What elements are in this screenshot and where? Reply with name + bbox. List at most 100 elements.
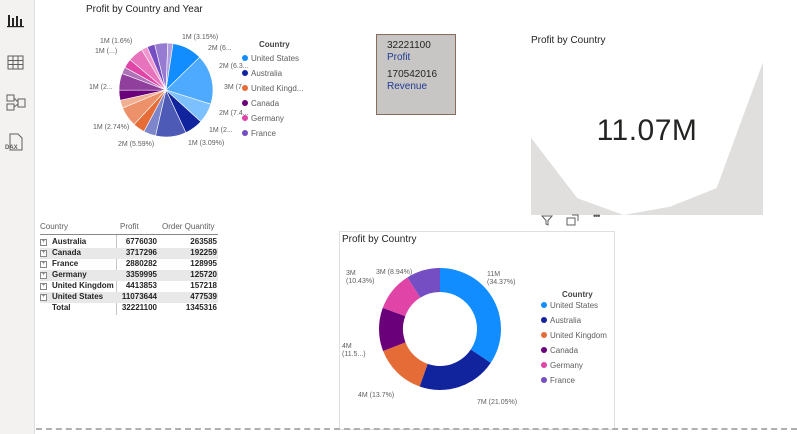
donut-slice[interactable]: [382, 277, 421, 317]
kpi-visual[interactable]: Profit by Country 11.07M: [531, 32, 763, 215]
card-revenue-label: Revenue: [387, 81, 428, 92]
legend-label: Canada: [550, 346, 579, 355]
donut-legend-item[interactable]: Canada: [541, 346, 578, 355]
table-header-country: Country: [40, 222, 69, 231]
donut-legend-item[interactable]: Australia: [541, 316, 581, 325]
table-total-row: Total 32221100 1345316: [40, 303, 218, 314]
legend-label: France: [550, 376, 575, 385]
donut-chart-visual[interactable]: Profit by Country 11M (34.37%) 7M (21.05%)…: [339, 231, 615, 430]
model-icon[interactable]: [5, 92, 27, 114]
donut-label-percent: (34.37%): [487, 279, 516, 286]
table-header-divider: [40, 234, 218, 235]
pie-data-label: 1M (2...: [209, 127, 233, 134]
legend-dot-icon: [541, 376, 547, 383]
table-row[interactable]: + Australia 6776030 263585: [40, 237, 218, 248]
country-cell: Canada: [52, 248, 81, 257]
expand-icon[interactable]: +: [40, 283, 47, 290]
profit-cell: 11073644: [121, 292, 157, 301]
total-label: Total: [52, 303, 71, 312]
donut-chart[interactable]: [340, 250, 540, 430]
donut-data-label: 11M (34.37%): [487, 271, 515, 287]
pie-slice[interactable]: [165, 42, 174, 91]
pie-data-label: 1M (2.74%): [93, 124, 130, 131]
legend-label: United Kingdom: [550, 331, 607, 340]
page-bottom-border: [36, 428, 797, 430]
legend-dot-icon: [242, 114, 248, 121]
legend-label: United Kingd...: [251, 84, 304, 93]
pie-chart-title: Profit by Country and Year: [86, 4, 203, 15]
legend-label: Germany: [550, 361, 583, 370]
filter-icon[interactable]: [540, 214, 554, 229]
expand-icon[interactable]: +: [40, 261, 47, 268]
legend-label: Australia: [550, 316, 582, 325]
expand-icon[interactable]: +: [40, 294, 47, 301]
table-row[interactable]: + United Kingdom 4413853 157218: [40, 281, 218, 292]
more-options-button[interactable]: •••: [593, 211, 601, 221]
profit-cell: 3359995: [125, 270, 157, 279]
legend-dot-icon: [541, 361, 547, 368]
order-quantity-cell: 128995: [190, 259, 217, 268]
table-row[interactable]: + United States 11073644 477539: [40, 292, 218, 303]
kpi-trend-area: [531, 62, 763, 215]
donut-slice[interactable]: [440, 268, 501, 363]
table-row[interactable]: + France 2880282 128995: [40, 259, 218, 270]
pie-data-label: 1M (1.6%): [100, 38, 133, 45]
order-quantity-cell: 125720: [190, 270, 217, 279]
pie-legend-item[interactable]: Canada: [242, 99, 279, 108]
multi-row-card[interactable]: 32221100 Profit 170542016 Revenue: [376, 34, 456, 115]
legend-dot-icon: [242, 84, 248, 91]
table-header-order-quantity: Order Quantity: [162, 222, 215, 231]
focus-mode-icon[interactable]: [566, 214, 579, 229]
view-sidebar: DAX: [0, 0, 35, 434]
kpi-value: 11.07M: [596, 114, 698, 147]
donut-legend-item[interactable]: United States: [541, 301, 598, 310]
pie-chart[interactable]: [36, 18, 336, 158]
table-header-profit: Profit: [120, 222, 139, 231]
pie-data-label: 1M (2...: [89, 84, 113, 91]
donut-legend-item[interactable]: United Kingdom: [541, 331, 607, 340]
donut-label-value: 7M (21.05%): [477, 399, 518, 406]
legend-dot-icon: [541, 331, 547, 338]
donut-legend-item[interactable]: France: [541, 376, 575, 385]
donut-label-percent: (10.43%): [346, 278, 375, 285]
bar-chart-icon[interactable]: [5, 10, 27, 32]
expand-icon[interactable]: +: [40, 239, 47, 246]
country-cell: France: [52, 259, 79, 268]
pie-data-label: 3M (7...: [224, 84, 248, 91]
table-row[interactable]: + Germany 3359995 125720: [40, 270, 218, 281]
legend-dot-icon: [541, 346, 547, 353]
legend-dot-icon: [541, 301, 547, 308]
expand-icon[interactable]: +: [40, 272, 47, 279]
table-row[interactable]: + Canada 3717296 192259: [40, 248, 218, 259]
country-cell: Australia: [52, 237, 87, 246]
legend-dot-icon: [541, 316, 547, 323]
pie-legend-item[interactable]: Australia: [242, 69, 282, 78]
donut-label-value: 3M: [346, 270, 356, 277]
pie-legend-title: Country: [259, 40, 290, 49]
donut-chart-title: Profit by Country: [342, 234, 417, 245]
pie-slice[interactable]: [165, 56, 214, 105]
donut-legend-item[interactable]: Germany: [541, 361, 583, 370]
country-cell: Germany: [52, 270, 87, 279]
donut-slice[interactable]: [419, 349, 491, 390]
donut-label-value: 4M (13.7%): [358, 392, 395, 399]
pie-data-label: 1M (3.15%): [182, 34, 219, 41]
table-icon[interactable]: [5, 52, 27, 74]
legend-label: United States: [251, 54, 300, 63]
top-strip: [36, 0, 797, 4]
total-order-quantity: 1345316: [185, 303, 217, 312]
pie-legend-item[interactable]: France: [242, 129, 276, 138]
profit-cell: 6776030: [125, 237, 157, 246]
donut-slice[interactable]: [383, 342, 428, 387]
donut-data-label: 4M (11.5...): [342, 343, 366, 359]
donut-slice[interactable]: [379, 307, 406, 352]
dax-query-icon[interactable]: DAX: [5, 132, 27, 154]
legend-dot-icon: [242, 99, 248, 106]
expand-icon[interactable]: +: [40, 250, 47, 257]
pie-legend-item[interactable]: United States: [242, 54, 299, 63]
donut-slice[interactable]: [407, 268, 440, 298]
pie-legend-item[interactable]: Germany: [242, 114, 284, 123]
pie-data-label: 2M (5.59%): [118, 141, 155, 148]
pie-legend-item[interactable]: United Kingd...: [242, 84, 303, 93]
profit-cell: 3717296: [125, 248, 157, 257]
